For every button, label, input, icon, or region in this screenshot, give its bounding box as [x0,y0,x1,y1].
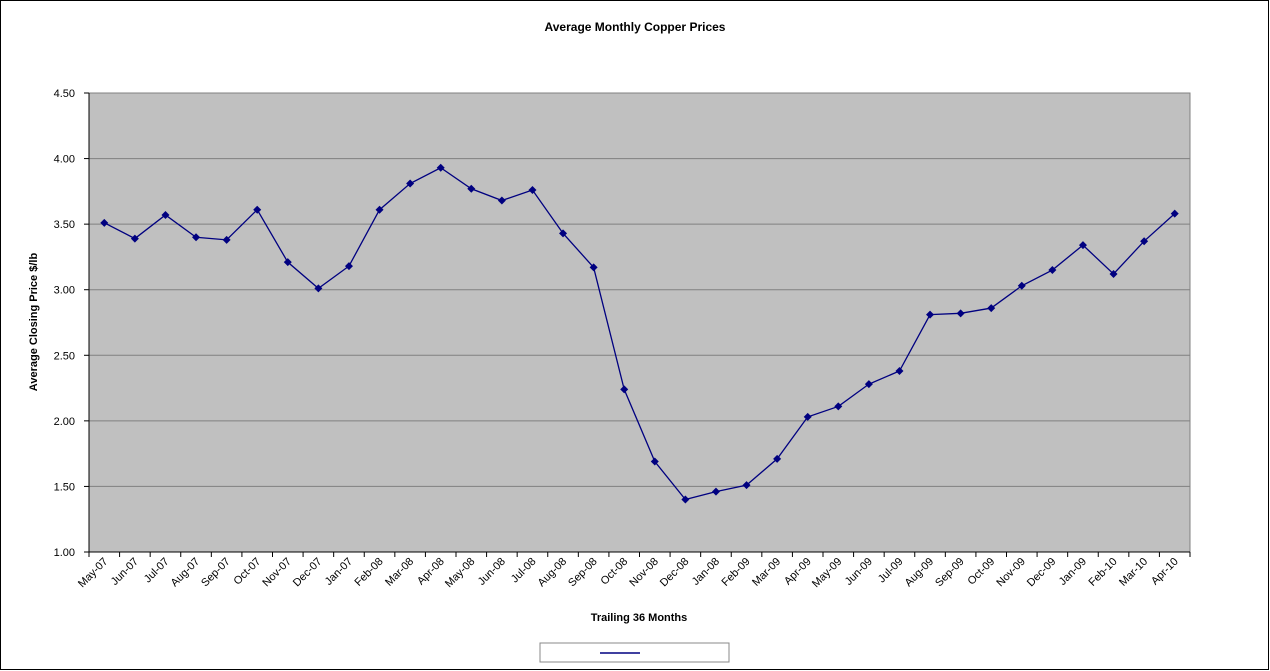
point-marker [1078,241,1087,250]
y-tick-label: 3.50 [54,219,75,231]
point-marker [467,184,476,193]
chart-title: Average Monthly Copper Prices [545,20,726,34]
y-tick-label: 4.50 [54,88,75,100]
point-marker [528,186,537,195]
point-marker [436,163,445,172]
point-marker [681,495,690,504]
point-marker [253,205,262,214]
point-marker [1170,209,1179,218]
point-marker [620,385,629,394]
point-marker [161,210,170,219]
point-marker [222,235,231,244]
point-marker [1140,237,1149,246]
point-marker [956,309,965,318]
point-marker [1017,281,1026,290]
point-marker [130,234,139,243]
y-tick-label: 1.00 [54,547,75,559]
y-tick-label: 1.50 [54,481,75,493]
point-marker [987,304,996,313]
point-marker [803,412,812,421]
plot-area [88,92,1191,553]
y-tick-label: 2.00 [54,416,75,428]
point-marker [406,179,415,188]
point-marker [314,284,323,293]
point-marker [773,454,782,463]
point-marker [895,367,904,376]
point-marker [375,205,384,214]
point-marker [650,457,659,466]
point-marker [711,487,720,496]
point-marker [589,263,598,272]
point-marker [742,481,751,490]
y-tick-label: 3.00 [54,285,75,297]
point-marker [283,258,292,267]
point-marker [192,233,201,242]
point-marker [864,380,873,389]
point-marker [559,229,568,238]
point-marker [926,310,935,319]
point-marker [100,218,109,227]
point-marker [834,402,843,411]
series-line [103,166,1176,501]
y-tick-label: 2.50 [54,350,75,362]
x-axis-label: Trailing 36 Months [591,612,688,624]
point-marker [497,196,506,205]
y-tick-label: 4.00 [54,154,75,166]
point-marker [1048,266,1057,275]
y-axis-label: Average Closing Price $/lb [28,253,40,392]
point-marker [1109,269,1118,278]
point-marker [344,262,353,271]
